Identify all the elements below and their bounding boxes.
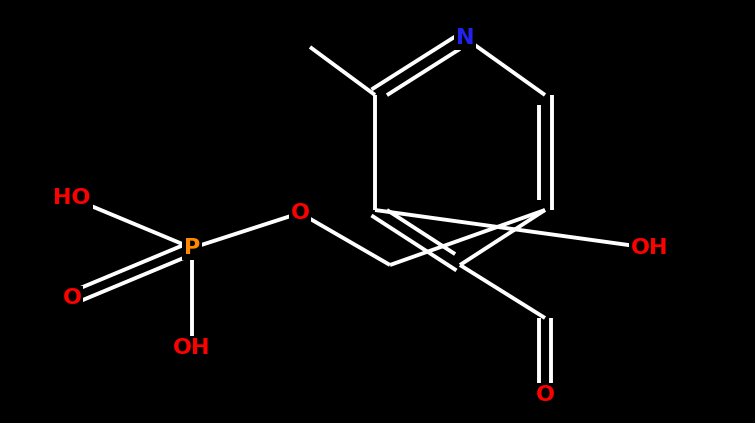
Text: HO: HO xyxy=(54,188,91,208)
Text: O: O xyxy=(291,203,310,223)
Text: P: P xyxy=(184,238,200,258)
Text: O: O xyxy=(535,385,554,405)
Text: N: N xyxy=(456,28,474,48)
Text: OH: OH xyxy=(173,338,211,358)
Text: O: O xyxy=(63,288,82,308)
Text: OH: OH xyxy=(631,238,669,258)
